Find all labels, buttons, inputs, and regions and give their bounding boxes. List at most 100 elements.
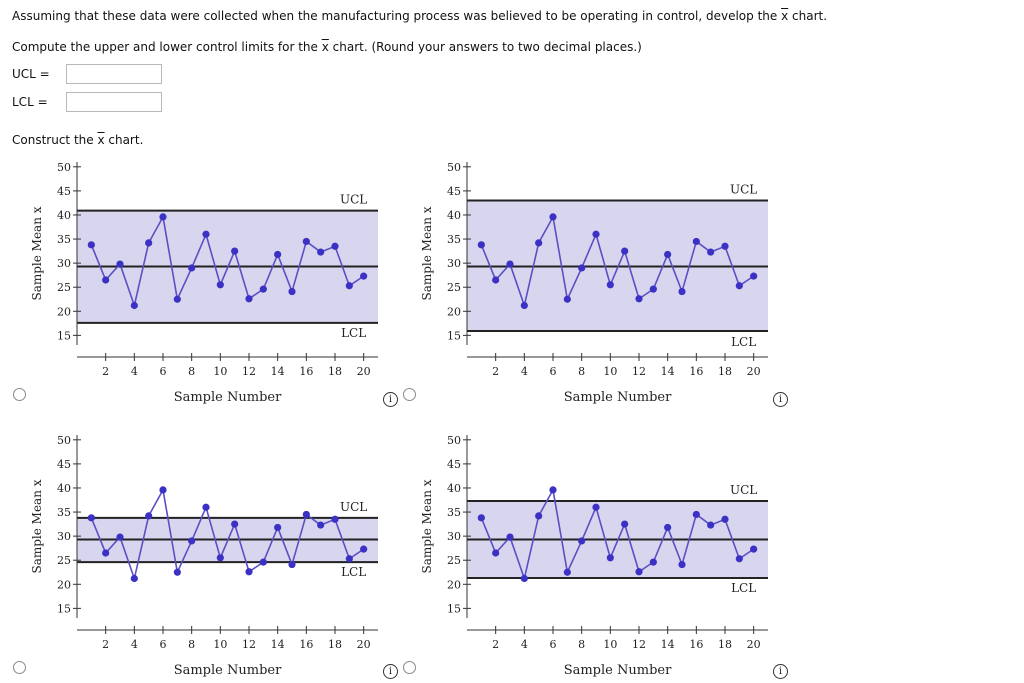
option-b-info-glyph: i	[778, 394, 783, 405]
chart-3-x-tick-label: 4	[521, 638, 528, 651]
chart-0-data-point	[245, 295, 253, 303]
chart-1-data-point	[506, 260, 514, 268]
lcl-input[interactable]	[66, 92, 162, 112]
chart-2-data-point	[360, 545, 368, 553]
chart-3-data-point	[721, 515, 729, 523]
chart-3-y-tick-label: 25	[447, 554, 461, 567]
chart-0-x-tick-label: 18	[328, 365, 342, 378]
chart-1-data-point	[563, 295, 571, 303]
chart-1-data-point	[477, 241, 485, 249]
option-d-info-icon[interactable]: i	[773, 664, 788, 679]
chart-2-x-tick-label: 10	[213, 638, 227, 651]
chart-0-y-tick-label: 30	[57, 257, 71, 270]
chart-3-x-tick-label: 8	[578, 638, 585, 651]
chart-3-x-tick-label: 18	[718, 638, 732, 651]
chart-1-data-point	[664, 250, 672, 259]
chart-2-data-point	[87, 514, 95, 522]
chart-2-data-point	[102, 549, 110, 557]
chart-0-y-tick-label: 25	[57, 281, 71, 294]
option-a-info-glyph: i	[388, 394, 393, 405]
chart-2-data-point	[259, 558, 267, 566]
chart-0-data-point	[345, 282, 353, 290]
option-d-info-glyph: i	[778, 666, 783, 677]
chart-2-x-tick-label: 18	[328, 638, 342, 651]
option-d-radio[interactable]	[403, 661, 416, 674]
chart-1-x-axis-label: Sample Number	[564, 390, 672, 405]
chart-0-data-point	[116, 260, 124, 268]
chart-0-ucl-label: UCL	[340, 193, 367, 207]
chart-2-y-tick-label: 50	[57, 434, 71, 447]
chart-1-data-point	[735, 282, 743, 290]
chart-3-x-tick-label: 16	[689, 638, 703, 651]
chart-2-data-point	[216, 554, 224, 562]
chart-3-x-tick-label: 14	[661, 638, 675, 651]
chart-2-y-axis-label: Sample Mean x	[30, 479, 44, 573]
question-intro-var: x	[781, 9, 789, 23]
chart-0-y-tick-label: 15	[57, 329, 71, 342]
construct-prompt: Construct the x chart.	[12, 133, 143, 147]
chart-1-data-point	[492, 276, 500, 284]
question-intro-before: Assuming that these data were collected …	[12, 9, 782, 23]
chart-1-x-tick-label: 18	[718, 365, 732, 378]
lcl-label: LCL =	[12, 95, 48, 109]
chart-2-y-tick-label: 25	[57, 554, 71, 567]
chart-0-y-tick-label: 35	[57, 233, 71, 246]
chart-2-x-tick-label: 14	[271, 638, 285, 651]
chart-0-data-point	[288, 287, 296, 296]
option-d-chart: 15 20 25 30 35 40 45 50 2 4 6 8 10 12 14 16 18 20 Sample N…	[418, 423, 778, 678]
option-b-info-icon[interactable]: i	[773, 392, 788, 407]
chart-2-data-point	[231, 520, 239, 528]
question-compute-after: chart. (Round your answers to two decima…	[328, 40, 642, 54]
chart-3-data-point	[520, 574, 528, 583]
chart-1-data-point	[750, 272, 758, 280]
chart-1-data-point	[635, 295, 643, 303]
option-c-chart: 15 20 25 30 35 40 45 50 2 4 6 8 10 12 14 16 18 20 Sample N…	[28, 423, 388, 678]
chart-3-data-point	[707, 521, 715, 529]
chart-1-data-point	[678, 287, 686, 296]
chart-1-y-tick-label: 20	[447, 305, 461, 318]
chart-2-data-point	[188, 537, 196, 545]
option-a-chart: 15 20 25 30 35 40 45 50 2 4 6 8 10 12 14 16 18 20 Sample N…	[28, 150, 388, 405]
chart-0-data-point	[87, 241, 95, 249]
chart-3-y-tick-label: 30	[447, 530, 461, 543]
chart-0-x-tick-label: 4	[131, 365, 138, 378]
option-a-radio[interactable]	[13, 388, 26, 401]
chart-2-x-tick-label: 8	[188, 638, 195, 651]
lcl-row: LCL =	[12, 91, 162, 113]
ucl-input[interactable]	[66, 64, 162, 84]
chart-1-data-point	[578, 264, 586, 272]
chart-2-data-point	[317, 521, 325, 529]
chart-3-data-point	[535, 512, 543, 520]
chart-0-data-point	[130, 301, 138, 310]
chart-1-data-point	[520, 301, 528, 310]
chart-1-data-point	[592, 230, 600, 238]
chart-0-x-tick-label: 2	[102, 365, 109, 378]
option-b-radio[interactable]	[403, 388, 416, 401]
chart-2-x-tick-label: 6	[160, 638, 167, 651]
option-a-info-icon[interactable]: i	[383, 392, 398, 407]
chart-1-x-tick-label: 14	[661, 365, 675, 378]
chart-1-data-point	[621, 247, 629, 255]
chart-2-y-tick-label: 15	[57, 602, 71, 615]
chart-3-x-tick-label: 6	[550, 638, 557, 651]
chart-2-x-tick-label: 20	[357, 638, 371, 651]
chart-2-lcl-label: LCL	[341, 565, 366, 579]
chart-3-y-tick-label: 35	[447, 506, 461, 519]
option-b-chart: 15 20 25 30 35 40 45 50 2 4 6 8 10 12 14 16 18 20 Sample N…	[418, 150, 778, 405]
option-c-info-glyph: i	[388, 666, 393, 677]
chart-2-data-point	[202, 503, 210, 511]
chart-0-data-point	[188, 264, 196, 272]
chart-1-data-point	[721, 242, 729, 250]
option-c-info-icon[interactable]: i	[383, 664, 398, 679]
chart-2-x-tick-label: 16	[299, 638, 313, 651]
chart-3-data-point	[477, 514, 485, 522]
chart-0-data-point	[259, 285, 267, 293]
chart-1-y-axis-label: Sample Mean x	[420, 206, 434, 300]
chart-3-lcl-label: LCL	[731, 581, 756, 595]
construct-before: Construct the	[12, 133, 98, 147]
option-c-radio[interactable]	[13, 661, 26, 674]
chart-1-x-tick-label: 10	[603, 365, 617, 378]
question-compute-before: Compute the upper and lower control limi…	[12, 40, 322, 54]
chart-2-data-point	[245, 568, 253, 576]
chart-3-x-axis-label: Sample Number	[564, 663, 672, 678]
